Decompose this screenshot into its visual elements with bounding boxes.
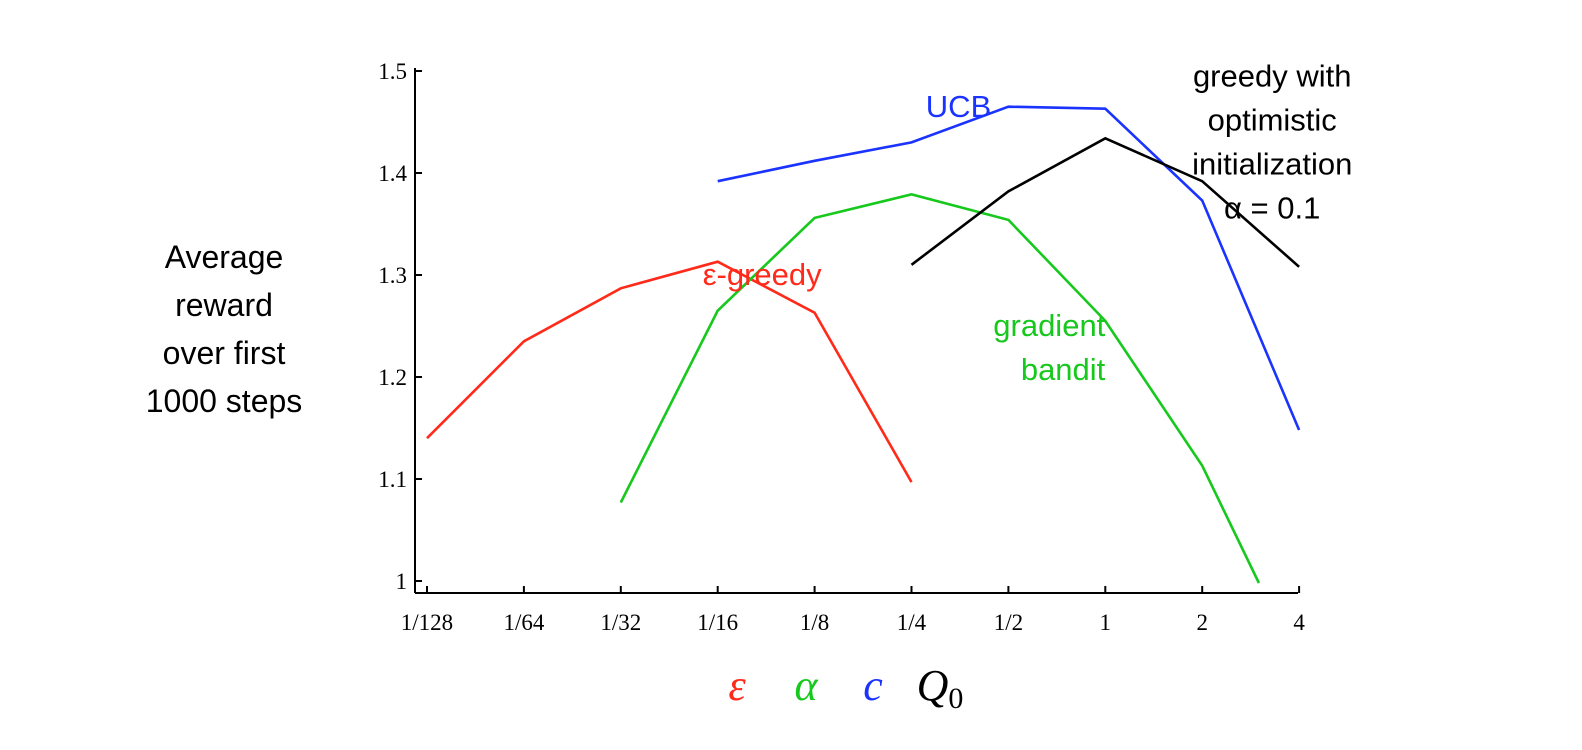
series-label-2: UCB bbox=[926, 89, 991, 124]
y-tick-label: 1.2 bbox=[378, 365, 407, 390]
y-tick-label: 1 bbox=[396, 569, 408, 594]
series-labels: ε-greedy gradient bandit UCB greedy with opti… bbox=[703, 58, 1353, 387]
x-tick-label: 1 bbox=[1100, 610, 1112, 635]
y-axis-label: Average reward over first 1000 steps bbox=[146, 239, 303, 419]
x-tick-label: 1/8 bbox=[800, 610, 829, 635]
series-label-0: ε-greedy bbox=[703, 257, 822, 292]
y-tick-label: 1.5 bbox=[378, 59, 407, 84]
y-axis-ticks: 1 1.1 1.2 1.3 1.4 1.5 bbox=[378, 59, 422, 594]
x-tick-label: 1/128 bbox=[401, 610, 453, 635]
series-line-0 bbox=[426, 260, 913, 483]
y-tick-label: 1.3 bbox=[378, 263, 407, 288]
y-tick-label: 1.4 bbox=[378, 161, 407, 186]
x-axis-ticks: 1/128 1/64 1/32 1/16 1/8 1/4 1/2 1 2 4 bbox=[401, 586, 1305, 635]
x-tick-label: 1/4 bbox=[897, 610, 927, 635]
series-line-1 bbox=[619, 193, 1261, 584]
x-tick-label: 4 bbox=[1293, 610, 1305, 635]
x-tick-label: 1/16 bbox=[697, 610, 738, 635]
series-line-2 bbox=[717, 105, 1301, 431]
x-axis-parameter-symbols: ε α c Q0 bbox=[728, 661, 963, 715]
y-axis-label-text: Average reward over first 1000 steps bbox=[146, 239, 303, 419]
x-tick-label: 2 bbox=[1196, 610, 1208, 635]
x-label-symbol: ε bbox=[728, 661, 746, 710]
x-label-symbol: α bbox=[794, 661, 818, 710]
x-label-symbol: Q0 bbox=[917, 661, 964, 715]
series-line-3 bbox=[910, 136, 1300, 268]
series-label-1: gradient bandit bbox=[993, 308, 1105, 387]
axes bbox=[414, 68, 1298, 594]
series-lines bbox=[426, 105, 1301, 584]
x-tick-label: 1/64 bbox=[503, 610, 544, 635]
x-tick-label: 1/32 bbox=[600, 610, 641, 635]
x-tick-label: 1/2 bbox=[994, 610, 1023, 635]
x-label-symbol: c bbox=[863, 661, 883, 710]
y-tick-label: 1.1 bbox=[378, 467, 407, 492]
series-label-3: greedy with optimistic initialization α = 0… bbox=[1192, 58, 1352, 225]
